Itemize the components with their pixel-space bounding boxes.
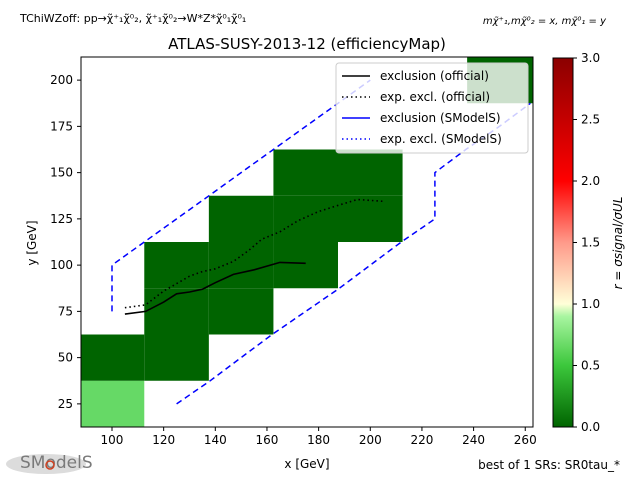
x-tick-label: 240 — [462, 433, 485, 447]
x-axis-label: x [GeV] — [284, 457, 329, 471]
x-tick-label: 100 — [101, 433, 124, 447]
legend: exclusion (official) exp. excl. (official… — [335, 62, 529, 154]
y-tick-label: 50 — [58, 351, 73, 365]
smodels-logo: SModelS — [6, 444, 104, 478]
y-tick-label: 125 — [50, 212, 73, 226]
logo-text: SModelS — [20, 453, 93, 473]
y-tick-label: 100 — [50, 258, 73, 272]
plot-area: 100 120 140 160 180 200 220 240 260 25 50 75 100 125 1… — [50, 56, 537, 447]
chart-title: ATLAS-SUSY-2013-12 (efficiencyMap) — [168, 35, 446, 53]
legend-label: exclusion (official) — [380, 69, 489, 83]
colorbar-tick-label: 0.5 — [581, 359, 600, 373]
x-tick-label: 200 — [359, 433, 382, 447]
heatmap-cell — [337, 149, 403, 196]
x-tick-label: 220 — [410, 433, 433, 447]
y-axis-label: y [GeV] — [25, 220, 39, 265]
colorbar-tick-label: 2.0 — [581, 174, 600, 188]
colorbar-tick-label: 1.0 — [581, 297, 600, 311]
process-label: TChiWZoff: pp→χ̃⁺₁χ̃⁰₂, χ̃⁺₁χ̃⁰₂→W*Z*χ̃⁰… — [19, 12, 246, 25]
legend-label: exp. excl. (official) — [380, 90, 490, 104]
y-tick-label: 200 — [50, 73, 73, 87]
y-tick-label: 175 — [50, 119, 73, 133]
heatmap-cell — [273, 149, 338, 196]
colorbar-tick-label: 1.5 — [581, 236, 600, 250]
y-tick-label: 150 — [50, 166, 73, 180]
mass-label: mχ̃⁺₁,mχ̃⁰₂ = x, mχ̃⁰₁ = y — [483, 15, 607, 27]
x-tick-label: 180 — [307, 433, 330, 447]
colorbar-label: r = σsignal/σUL — [611, 197, 625, 290]
heatmap-cell — [337, 195, 403, 242]
colorbar-bar — [552, 57, 574, 428]
colorbar-tick-label: 0.0 — [581, 420, 600, 434]
logo-ring-icon — [45, 460, 55, 470]
plot-frame — [80, 56, 534, 428]
x-tick-label: 140 — [204, 433, 227, 447]
y-tick-label: 75 — [58, 304, 73, 318]
series-line-smodels-expected-upper — [111, 79, 371, 312]
best-sr-label: best of 1 SRs: SR0tau_* — [478, 458, 620, 472]
heatmap-cell — [144, 242, 209, 289]
legend-box — [335, 62, 529, 154]
heatmap-cell — [273, 242, 338, 289]
heatmap-cell — [81, 380, 145, 427]
x-tick-label: 160 — [256, 433, 279, 447]
plot-content — [81, 57, 533, 427]
heatmap-cell — [144, 334, 209, 381]
heatmap-cell — [208, 288, 274, 335]
colorbar: 0.0 0.5 1.0 1.5 2.0 2.5 3.0 — [552, 51, 600, 434]
legend-label: exclusion (SModelS) — [380, 111, 501, 125]
series-line-0 — [124, 261, 306, 315]
heatmap-cell — [81, 334, 145, 381]
colorbar-tick-label: 2.5 — [581, 113, 600, 127]
y-tick-label: 25 — [58, 397, 73, 411]
x-tick-label: 120 — [152, 433, 175, 447]
series-line-1 — [124, 198, 384, 309]
heatmap-cell — [208, 195, 274, 242]
colorbar-tick-label: 3.0 — [581, 51, 600, 65]
legend-label: exp. excl. (SModelS) — [380, 132, 502, 146]
x-tick-label: 260 — [514, 433, 537, 447]
heatmap-cell — [273, 195, 338, 242]
heatmap-cell — [144, 288, 209, 335]
